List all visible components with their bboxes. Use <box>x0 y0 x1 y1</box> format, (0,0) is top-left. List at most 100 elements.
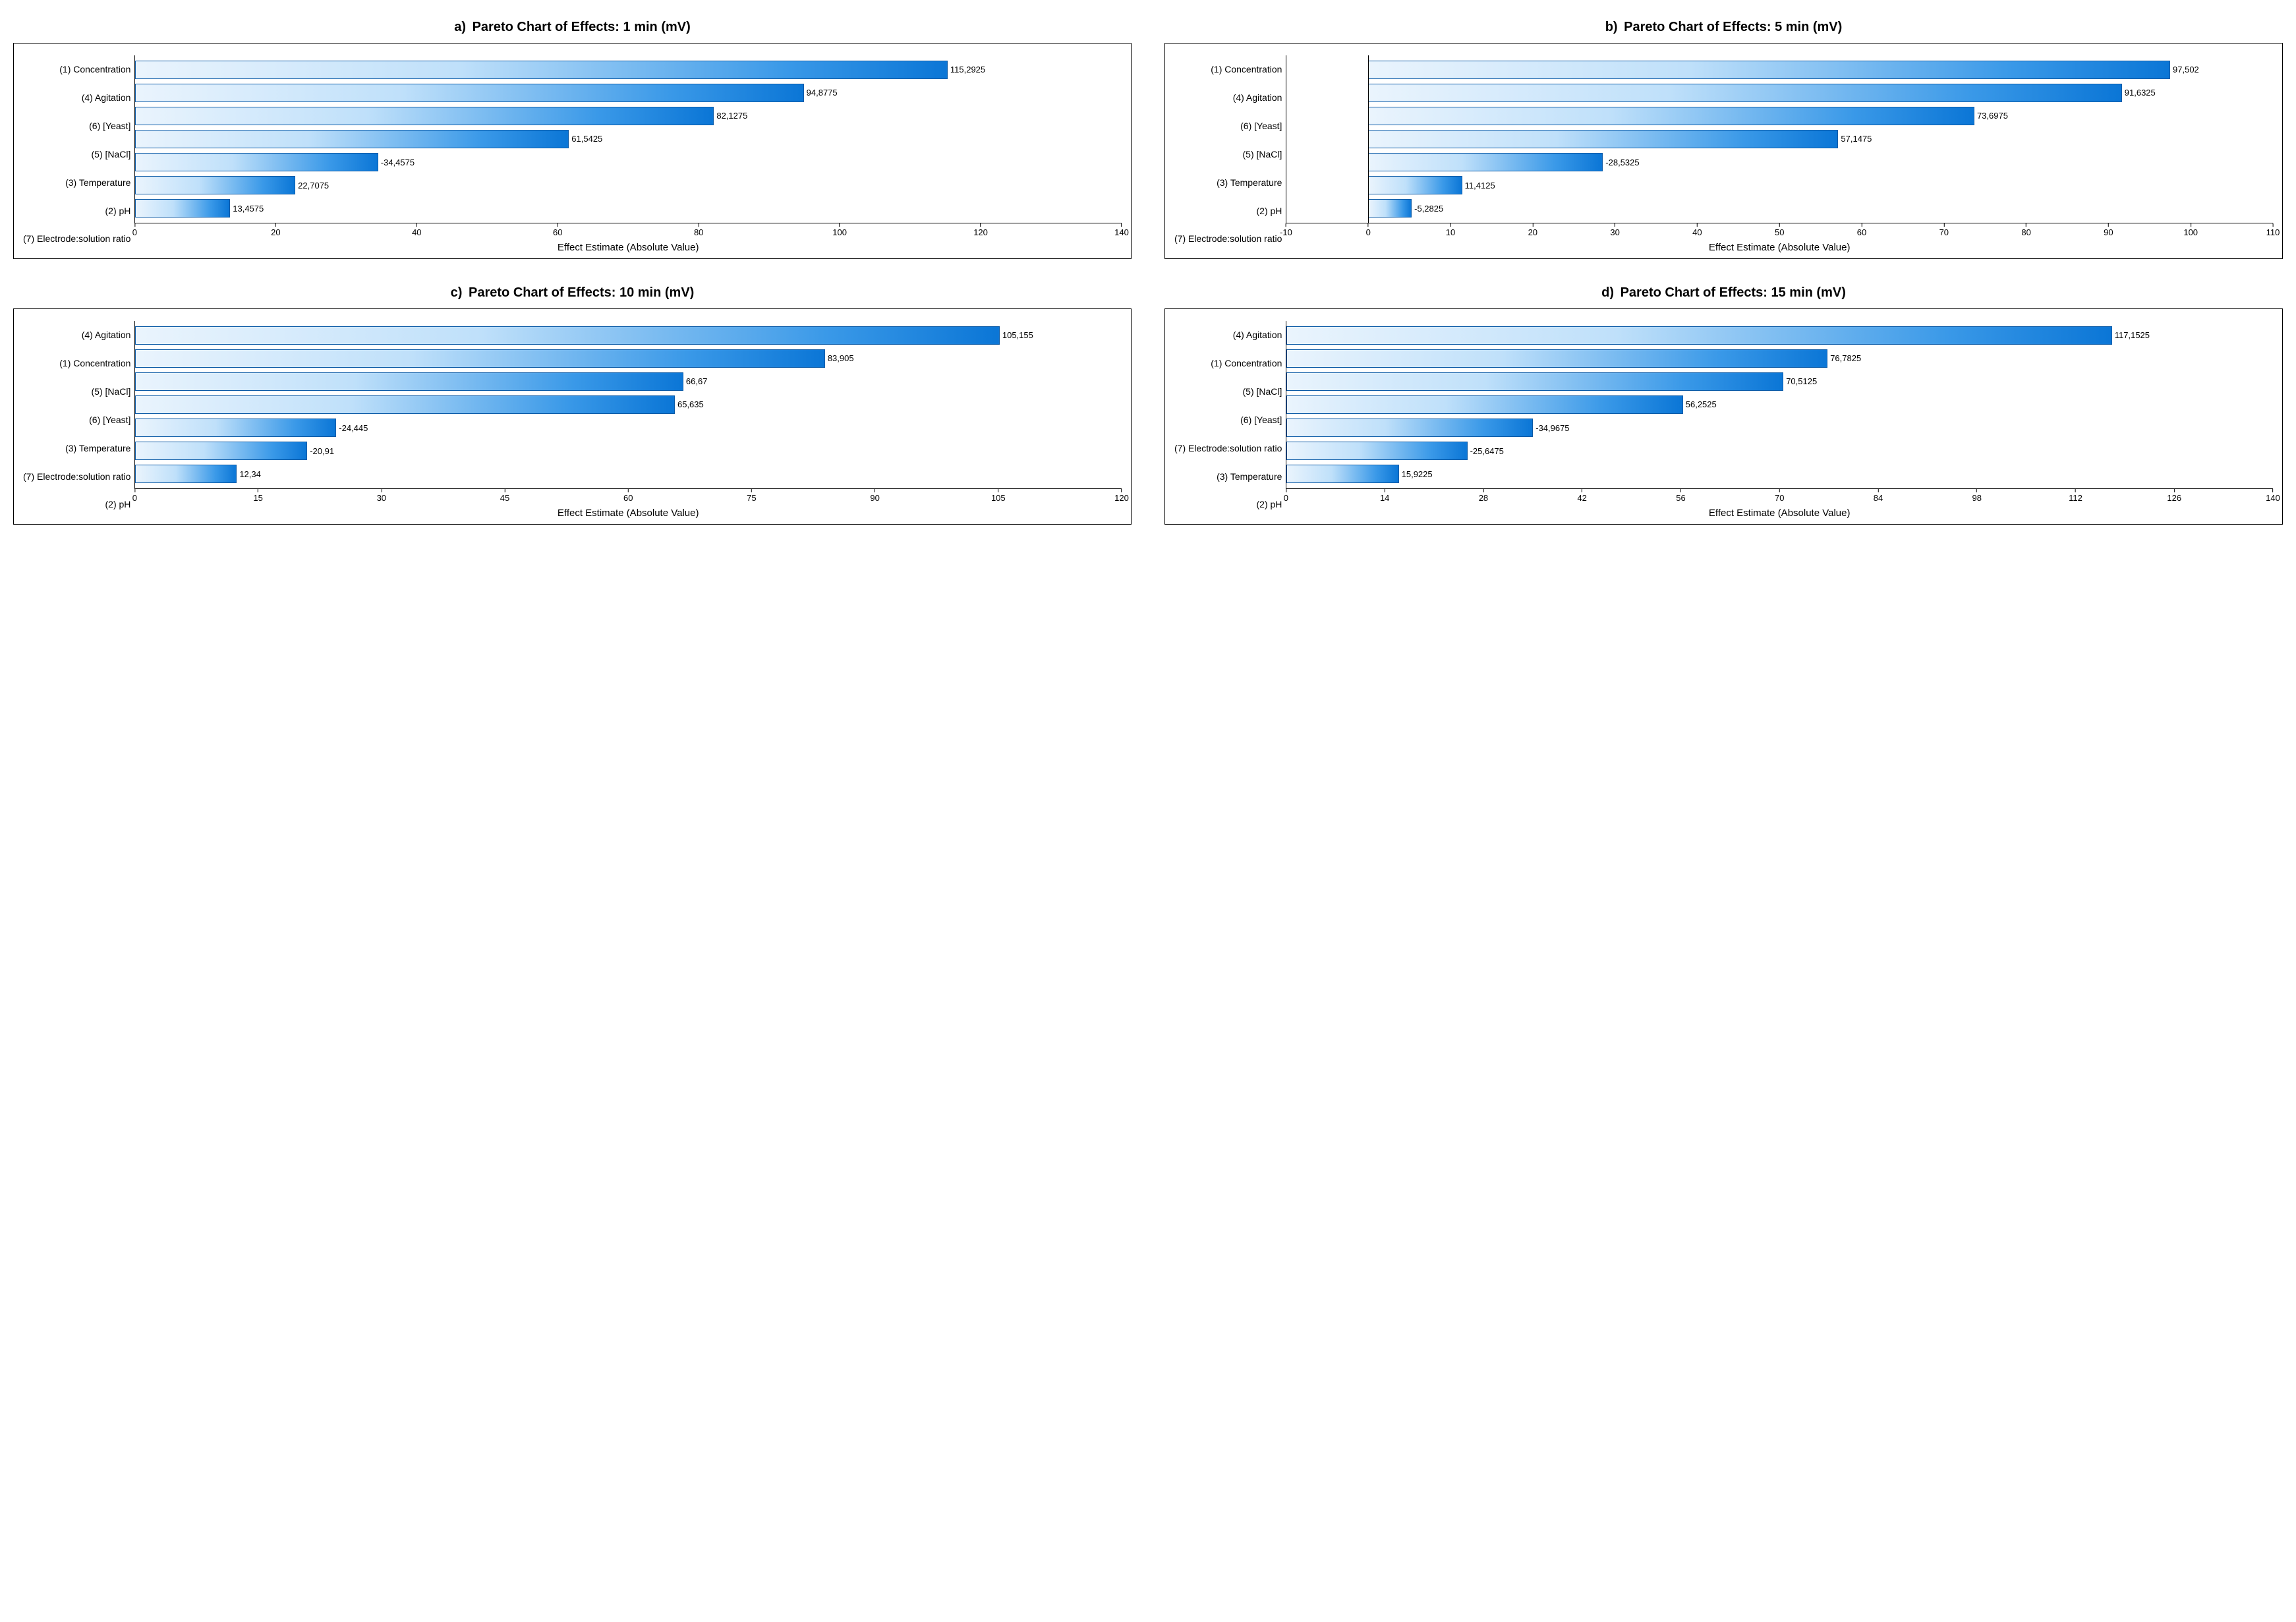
panel-b-xticks: -100102030405060708090100110 <box>1286 223 2273 241</box>
bar <box>135 372 683 391</box>
x-tick: 100 <box>2183 223 2198 237</box>
x-tick-mark <box>275 223 276 227</box>
x-tick-mark <box>1680 489 1681 492</box>
x-tick: 80 <box>694 223 703 237</box>
bar <box>135 61 947 79</box>
x-tick: 105 <box>991 489 1006 503</box>
bar <box>135 130 569 148</box>
bar-value-label: -24,445 <box>339 423 368 433</box>
bar-row: 94,8775 <box>135 84 1122 102</box>
panel-d-xticks: 014284256708498112126140 <box>1286 489 2273 506</box>
bar <box>1286 326 2111 345</box>
x-tick: 42 <box>1577 489 1586 503</box>
y-category-label: (2) pH <box>1174 196 1282 225</box>
x-tick: 10 <box>1446 223 1455 237</box>
x-tick: 126 <box>2167 489 2181 503</box>
panel-d-title: d) Pareto Chart of Effects: 15 min (mV) <box>1164 285 2283 301</box>
bar <box>1286 395 1682 414</box>
x-tick-mark <box>416 223 417 227</box>
y-category-label: (6) [Yeast] <box>1174 112 1282 140</box>
y-category-label: (4) Agitation <box>1174 321 1282 349</box>
panel-c-bars: 105,15583,90566,6765,635-24,445-20,9112,… <box>135 321 1122 488</box>
bar <box>1286 349 1827 368</box>
x-tick: 70 <box>1775 489 1784 503</box>
x-tick: 40 <box>1692 223 1702 237</box>
bar-row: 57,1475 <box>1286 130 2273 148</box>
x-tick-label: 70 <box>1775 493 1784 503</box>
panel-c-xticks: 0153045607590105120 <box>134 489 1122 506</box>
bar-row: 73,6975 <box>1286 107 2273 125</box>
x-tick-label: 10 <box>1446 227 1455 237</box>
y-category-label: (2) pH <box>23 196 130 225</box>
x-tick: 15 <box>253 489 262 503</box>
x-tick-label: 30 <box>1610 227 1619 237</box>
x-tick: 50 <box>1775 223 1784 237</box>
x-tick-label: 0 <box>1366 227 1371 237</box>
x-tick: 120 <box>973 223 988 237</box>
bar-value-label: 70,5125 <box>1786 376 1817 386</box>
bar-value-label: 82,1275 <box>716 111 747 121</box>
bar-row: 61,5425 <box>135 130 1122 148</box>
x-tick: 120 <box>1114 489 1129 503</box>
panel-c-xaxis: 0153045607590105120 <box>134 489 1122 506</box>
bar <box>135 395 675 414</box>
x-tick: 90 <box>870 489 879 503</box>
x-tick-label: 0 <box>1284 493 1288 503</box>
bar-row: 115,2925 <box>135 61 1122 79</box>
x-tick-label: 112 <box>2069 493 2082 503</box>
x-tick-label: 30 <box>377 493 386 503</box>
bar-value-label: 12,34 <box>239 469 261 479</box>
zero-axis-line <box>1368 55 1369 223</box>
x-tick-mark <box>1450 223 1451 227</box>
x-tick-label: 45 <box>500 493 509 503</box>
panel-d-plot: 117,152576,782570,512556,2525-34,9675-25… <box>1286 321 2273 489</box>
x-tick-label: 140 <box>1114 227 1129 237</box>
y-category-label: (5) [NaCl] <box>1174 378 1282 406</box>
x-tick: 20 <box>1528 223 1537 237</box>
x-tick-mark <box>134 489 135 492</box>
bar-row: -24,445 <box>135 419 1122 437</box>
bar-row: -25,6475 <box>1286 442 2273 460</box>
bar <box>135 199 230 217</box>
bar-value-label: 105,155 <box>1002 330 1033 340</box>
x-tick-label: 60 <box>623 493 633 503</box>
x-tick-label: 120 <box>1114 493 1129 503</box>
bar-value-label: 11,4125 <box>1465 181 1495 190</box>
panel-a-letter: a) <box>454 20 466 34</box>
x-tick: 60 <box>623 489 633 503</box>
x-tick: 60 <box>1857 223 1866 237</box>
y-category-label: (5) [NaCl] <box>23 378 130 406</box>
bar <box>1368 199 1412 217</box>
x-tick-label: 126 <box>2167 493 2181 503</box>
x-tick-mark <box>1976 489 1977 492</box>
y-category-label: (5) [NaCl] <box>1174 140 1282 169</box>
y-category-label: (4) Agitation <box>1174 84 1282 112</box>
x-tick: 80 <box>2021 223 2030 237</box>
chart-grid: a) Pareto Chart of Effects: 1 min (mV) (… <box>13 20 2283 525</box>
x-tick: 98 <box>1972 489 1981 503</box>
panel-a: a) Pareto Chart of Effects: 1 min (mV) (… <box>13 20 1132 259</box>
x-tick-label: 60 <box>1857 227 1866 237</box>
bar-row: -20,91 <box>135 442 1122 460</box>
x-tick-mark <box>381 489 382 492</box>
panel-b-plot: 97,50291,632573,697557,1475-28,532511,41… <box>1286 55 2273 223</box>
bar-row: 12,34 <box>135 465 1122 483</box>
bar <box>135 419 336 437</box>
x-tick: 60 <box>553 223 562 237</box>
bar-value-label: -20,91 <box>310 446 334 456</box>
bar-row: 22,7075 <box>135 176 1122 194</box>
bar <box>1368 107 1974 125</box>
x-tick-mark <box>1121 489 1122 492</box>
bar-value-label: -25,6475 <box>1470 446 1504 456</box>
x-tick: 30 <box>1610 223 1619 237</box>
y-category-label: (6) [Yeast] <box>23 112 130 140</box>
x-tick: 0 <box>132 489 137 503</box>
y-category-label: (7) Electrode:solution ratio <box>23 462 130 490</box>
bar-row: -34,4575 <box>135 153 1122 171</box>
bar <box>135 465 237 483</box>
y-category-label: (2) pH <box>1174 490 1282 519</box>
x-tick-label: 0 <box>132 227 137 237</box>
x-tick-mark <box>628 489 629 492</box>
panel-d-chartbox: (4) Agitation(1) Concentration(5) [NaCl]… <box>1164 308 2283 525</box>
x-tick: 100 <box>832 223 847 237</box>
